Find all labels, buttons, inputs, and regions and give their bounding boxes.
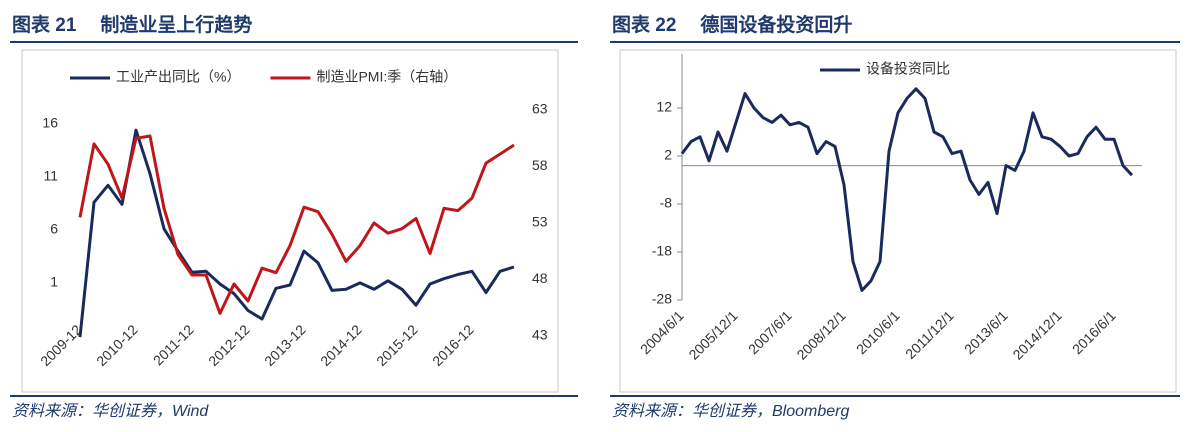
x-tick-label: 2004/6/1 [637,307,687,357]
y2-tick-label: 48 [532,270,548,286]
y-tick-label: 12 [656,99,672,115]
chart-title: 德国设备投资回升 [700,13,852,36]
x-tick-label: 2008/12/1 [793,307,849,363]
y-tick-label: 16 [42,114,58,130]
source-note: 资料来源：华创证券，Bloomberg [612,402,849,420]
series-line [78,128,515,338]
figure-label: 图表 21 [12,13,77,36]
y-tick-label: -18 [652,243,672,259]
y-tick-label: 6 [50,221,58,237]
x-tick-label: 2010/6/1 [853,307,903,357]
y-tick-label: 2 [664,147,672,163]
x-tick-label: 2015-12 [373,321,421,369]
x-tick-label: 2011-12 [150,321,197,368]
legend-label: 制造业PMI:季（右轴） [316,69,457,85]
x-tick-label: 2009-12 [37,321,85,369]
x-tick-label: 2011/12/1 [902,307,957,362]
y-tick-label: -8 [660,195,673,211]
y2-tick-label: 58 [532,157,548,173]
legend-label: 设备投资同比 [866,61,950,77]
x-tick-label: 2016/6/1 [1069,307,1119,357]
x-tick-label: 2013/6/1 [961,307,1011,357]
chart-title: 制造业呈上行趋势 [100,13,252,36]
x-tick-label: 2005/12/1 [685,307,741,363]
y2-tick-label: 53 [532,214,548,230]
plot-frame [619,49,1177,393]
source-note: 资料来源：华创证券，Wind [12,402,209,420]
y2-tick-label: 43 [532,327,548,343]
y2-tick-label: 63 [532,101,548,117]
legend-label: 工业产出同比（%） [116,69,240,85]
x-tick-label: 2012-12 [205,321,253,369]
y-tick-label: 11 [43,168,58,184]
x-tick-label: 2013-12 [261,321,309,369]
y-tick-label: 1 [50,274,58,290]
series-line [680,87,1134,292]
panel-left: 图表 21 制造业呈上行趋势资料来源：华创证券，Wind1611164348535… [10,13,578,420]
x-tick-label: 2010-12 [93,321,141,369]
series-line [78,134,515,315]
y-tick-label: -28 [652,291,672,307]
x-tick-label: 2014-12 [317,321,365,369]
figure-label: 图表 22 [612,13,676,36]
x-tick-label: 2016-12 [429,321,477,369]
x-tick-label: 2014/12/1 [1009,307,1065,363]
plot-frame [21,49,559,393]
x-tick-label: 2007/6/1 [745,307,795,357]
